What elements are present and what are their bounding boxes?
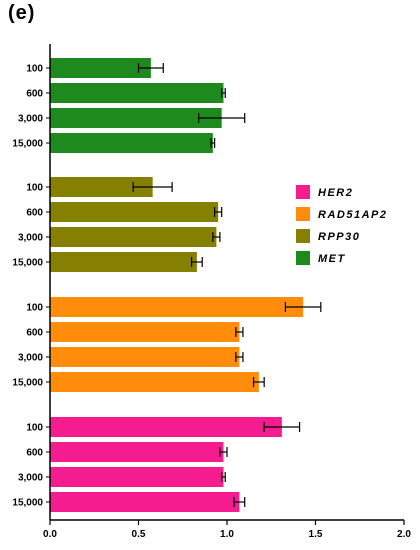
bar-her2-3	[50, 492, 240, 512]
legend-label-met: MET	[318, 253, 346, 265]
bar-rpp30-0	[50, 177, 153, 197]
legend-swatch-her2	[296, 185, 310, 199]
bar-met-1	[50, 83, 224, 103]
legend-swatch-rad51ap2	[296, 207, 310, 221]
y-tick-label: 600	[26, 89, 43, 100]
legend-label-her2: HER2	[318, 187, 353, 199]
bar-rad51ap2-1	[50, 322, 240, 342]
x-tick-label: 0.5	[132, 529, 146, 540]
y-tick-label: 100	[26, 303, 43, 314]
legend-swatch-rpp30	[296, 229, 310, 243]
bar-met-2	[50, 108, 222, 128]
x-tick-label: 1.0	[220, 529, 234, 540]
bar-met-3	[50, 133, 213, 153]
x-tick-label: 2.0	[397, 529, 411, 540]
y-tick-label: 15,000	[12, 139, 43, 150]
y-tick-label: 3,000	[18, 233, 43, 244]
legend-label-rad51ap2: RAD51AP2	[318, 209, 387, 221]
y-tick-label: 3,000	[18, 114, 43, 125]
y-tick-label: 600	[26, 328, 43, 339]
bar-her2-2	[50, 467, 224, 487]
x-tick-label: 0.0	[43, 529, 57, 540]
y-tick-label: 100	[26, 183, 43, 194]
y-tick-label: 600	[26, 208, 43, 219]
legend-swatch-met	[296, 251, 310, 265]
x-tick-label: 1.5	[309, 529, 323, 540]
bar-rpp30-1	[50, 202, 219, 222]
bar-rad51ap2-3	[50, 372, 259, 392]
y-tick-label: 100	[26, 64, 43, 75]
bar-her2-0	[50, 417, 282, 437]
y-tick-label: 3,000	[18, 473, 43, 484]
bar-her2-1	[50, 442, 224, 462]
bar-rpp30-2	[50, 227, 217, 247]
panel-label: (e)	[8, 2, 36, 24]
y-tick-label: 15,000	[12, 258, 43, 269]
y-tick-label: 100	[26, 423, 43, 434]
bar-rad51ap2-2	[50, 347, 240, 367]
y-tick-label: 600	[26, 448, 43, 459]
y-tick-label: 15,000	[12, 498, 43, 509]
y-tick-label: 3,000	[18, 353, 43, 364]
bar-rpp30-3	[50, 252, 197, 272]
legend-label-rpp30: RPP30	[318, 231, 360, 243]
bar-met-0	[50, 58, 151, 78]
bar-rad51ap2-0	[50, 297, 304, 317]
y-tick-label: 15,000	[12, 378, 43, 389]
